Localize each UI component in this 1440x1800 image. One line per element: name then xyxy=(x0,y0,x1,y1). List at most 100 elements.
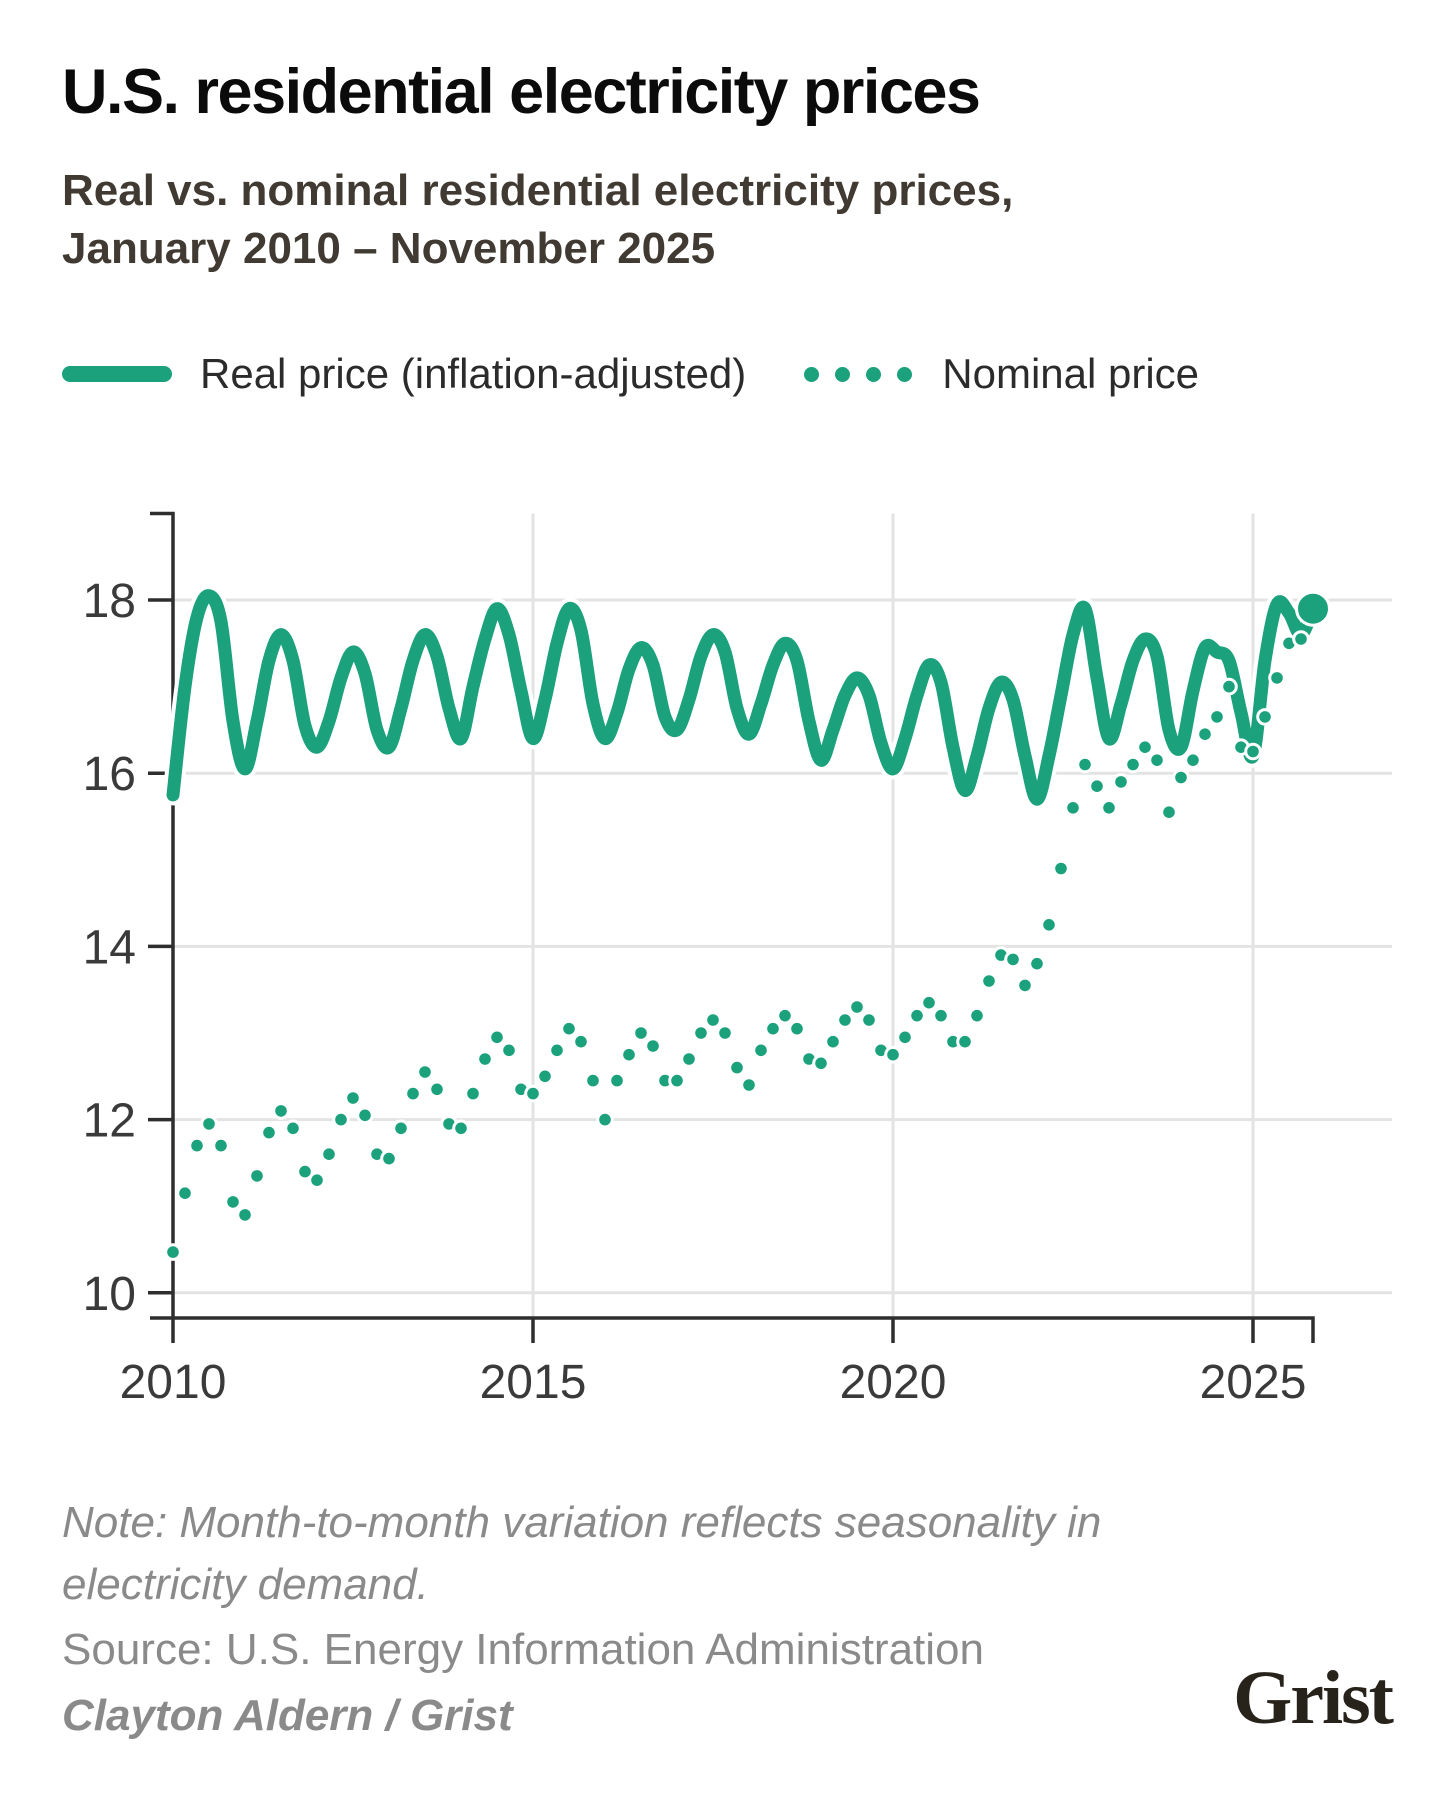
real-price-line xyxy=(166,589,1320,806)
nominal-price-dot xyxy=(812,1054,830,1073)
nominal-price-dot xyxy=(164,1243,182,1261)
note-line-1: Note: Month-to-month variation reflects … xyxy=(62,1498,1102,1547)
y-tick-label: 16 xyxy=(83,748,136,801)
legend-dot-icon xyxy=(897,366,913,382)
nominal-price-dot xyxy=(1184,751,1202,770)
nominal-price-dot xyxy=(1244,742,1262,761)
nominal-price-dot xyxy=(620,1045,638,1064)
chart-legend: Real price (inflation-adjusted) Nominal … xyxy=(62,348,1199,400)
legend-item-real: Real price (inflation-adjusted) xyxy=(62,350,746,398)
nominal-price-dot xyxy=(776,1006,794,1025)
nominal-price-dot xyxy=(1076,755,1094,774)
grist-logo: Grist xyxy=(1233,1656,1394,1740)
legend-item-nominal: Nominal price xyxy=(746,350,1199,398)
real-line-swatch xyxy=(62,366,172,382)
nominal-price-dot xyxy=(296,1162,314,1181)
nominal-price-dot xyxy=(1220,677,1238,696)
nominal-price-dot xyxy=(428,1080,446,1099)
nominal-dots-swatch xyxy=(804,366,913,382)
nominal-price-dot xyxy=(392,1119,410,1138)
nominal-price-dot xyxy=(1208,708,1226,726)
nominal-price-dot xyxy=(1100,799,1118,817)
y-axis xyxy=(150,511,175,1318)
legend-dot-icon xyxy=(804,366,820,382)
nominal-price-dot xyxy=(704,1011,722,1029)
electricity-price-chart: 10 12 14 16 18 2010 2015 2020 2025 xyxy=(83,511,1392,1409)
nominal-price-dot xyxy=(1148,751,1166,770)
nominal-price-dot xyxy=(224,1193,242,1211)
nominal-price-dot xyxy=(1268,669,1286,687)
nominal-price-dot xyxy=(1124,755,1142,774)
chart-credit: Clayton Aldern / Grist xyxy=(62,1691,513,1741)
nominal-price-dot xyxy=(1256,708,1274,726)
nominal-price-dot xyxy=(896,1028,914,1047)
nominal-price-dot xyxy=(1160,803,1178,822)
nominal-price-dot xyxy=(500,1041,518,1060)
nominal-price-dot xyxy=(212,1136,230,1155)
nominal-price-dot xyxy=(1196,725,1214,744)
nominal-price-dot xyxy=(1136,738,1154,757)
nominal-price-dot xyxy=(1064,799,1082,817)
y-tick-label: 12 xyxy=(83,1095,136,1148)
nominal-price-dot xyxy=(596,1110,614,1129)
nominal-price-dot xyxy=(752,1041,770,1060)
chart-note: Note: Month-to-month variation reflects … xyxy=(62,1492,1162,1617)
nominal-price-dot xyxy=(248,1167,266,1185)
nominal-price-dot xyxy=(524,1084,542,1103)
series-end-marker xyxy=(1295,590,1331,627)
nominal-price-dot xyxy=(740,1076,758,1094)
nominal-price-dot xyxy=(968,1006,986,1025)
chart-footer: Note: Month-to-month variation reflects … xyxy=(62,1492,1162,1748)
nominal-price-dot xyxy=(728,1058,746,1077)
legend-real-label: Real price (inflation-adjusted) xyxy=(200,350,747,397)
nominal-price-dot xyxy=(680,1050,698,1068)
nominal-price-dot xyxy=(884,1045,902,1064)
x-tick-label: 2020 xyxy=(840,1356,947,1409)
nominal-price-dot xyxy=(236,1206,254,1224)
nominal-price-dot xyxy=(308,1171,326,1189)
nominal-price-dot xyxy=(404,1084,422,1103)
nominal-price-dot xyxy=(464,1084,482,1103)
chart-source: Source: U.S. Energy Information Administ… xyxy=(62,1624,984,1674)
nominal-price-dot xyxy=(344,1089,362,1107)
subtitle-line-1: Real vs. nominal residential electricity… xyxy=(62,166,1014,215)
y-tick-label: 18 xyxy=(83,575,136,628)
x-tick-label: 2015 xyxy=(480,1356,587,1409)
y-tick-label: 10 xyxy=(83,1268,136,1321)
nominal-price-dot xyxy=(1052,859,1070,878)
nominal-price-dot xyxy=(980,972,998,990)
nominal-price-dot xyxy=(332,1110,350,1129)
nominal-price-dot xyxy=(860,1011,878,1029)
nominal-price-dot xyxy=(260,1123,278,1142)
nominal-price-dot xyxy=(1028,954,1046,973)
nominal-price-dot xyxy=(416,1063,434,1081)
nominal-price-dot xyxy=(548,1041,566,1060)
nominal-price-dot xyxy=(956,1032,974,1051)
nominal-price-dot xyxy=(644,1037,662,1055)
nominal-price-dot xyxy=(284,1119,302,1138)
nominal-price-dot xyxy=(908,1006,926,1025)
nominal-price-dot xyxy=(188,1136,206,1155)
nominal-price-dot xyxy=(1292,630,1310,648)
nominal-price-dot xyxy=(1040,916,1058,934)
nominal-price-dot xyxy=(836,1011,854,1029)
legend-dot-icon xyxy=(866,366,882,382)
nominal-price-dot xyxy=(1172,768,1190,787)
nominal-price-dot xyxy=(788,1019,806,1038)
nominal-price-dot xyxy=(536,1067,554,1086)
x-tick-label: 2025 xyxy=(1200,1356,1307,1409)
x-axis xyxy=(150,1316,1315,1343)
nominal-price-dot xyxy=(200,1115,218,1133)
x-tick-label: 2010 xyxy=(120,1356,227,1409)
legend-nominal-label: Nominal price xyxy=(942,350,1200,397)
nominal-price-dot xyxy=(764,1019,782,1038)
y-tick-label: 14 xyxy=(83,921,136,974)
nominal-price-dot xyxy=(1088,777,1106,796)
nominal-price-dot xyxy=(824,1032,842,1051)
nominal-price-dot xyxy=(560,1019,578,1038)
nominal-price-dot xyxy=(320,1145,338,1163)
nominal-price-dot xyxy=(632,1024,650,1042)
nominal-price-dot xyxy=(356,1106,374,1125)
nominal-price-dot xyxy=(452,1119,470,1138)
nominal-price-dot xyxy=(692,1024,710,1042)
